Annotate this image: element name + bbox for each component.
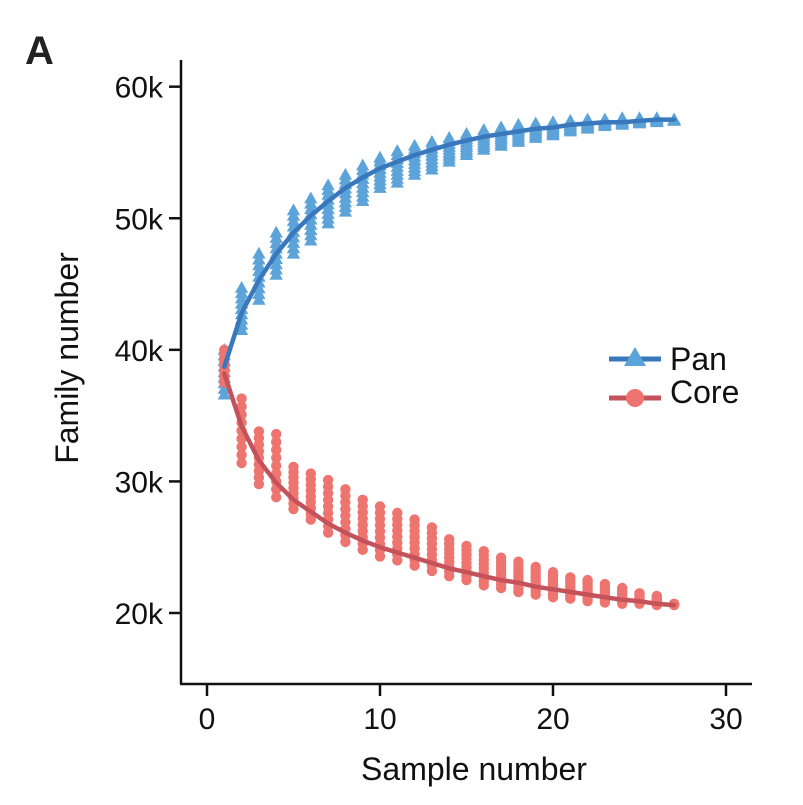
core-point — [547, 567, 559, 578]
core-point — [322, 474, 334, 486]
core-point — [271, 460, 282, 471]
pan-point — [321, 178, 335, 191]
pan-point — [252, 246, 266, 259]
core-point — [582, 574, 593, 586]
pan-fit-line — [222, 117, 677, 370]
core-point — [374, 501, 386, 512]
y-tick-label: 30k — [115, 466, 164, 499]
core-point — [617, 582, 628, 594]
pan-points-group — [217, 111, 681, 400]
pan-point — [390, 144, 404, 157]
core-point — [236, 441, 247, 453]
pan-point — [304, 191, 318, 204]
pan-point — [529, 116, 543, 129]
pan-point — [459, 127, 474, 139]
core-point — [461, 540, 472, 552]
axes: 20k 30k 40k 50k 60k 0 10 20 30 — [115, 60, 752, 736]
legend-pan-triangle-icon — [624, 347, 646, 366]
core-point — [513, 556, 524, 567]
core-point — [271, 436, 282, 448]
y-ticks: 20k 30k 40k 50k 60k — [115, 72, 181, 631]
core-point — [530, 561, 541, 573]
panel-label: A — [25, 29, 54, 73]
x-tick-label: 20 — [536, 703, 569, 736]
core-point — [236, 457, 247, 469]
x-ticks: 0 10 20 30 — [199, 684, 743, 736]
core-point — [253, 426, 265, 437]
legend-pan-label: Pan — [670, 341, 727, 377]
x-tick-label: 10 — [363, 703, 396, 736]
core-point — [271, 444, 282, 456]
core-point — [478, 545, 489, 557]
core-point — [651, 590, 662, 602]
y-axis-title: Family number — [49, 252, 85, 464]
core-point — [634, 588, 645, 599]
x-tick-label: 0 — [199, 703, 216, 736]
core-point — [271, 492, 282, 503]
core-fit-line — [222, 371, 677, 608]
plot-area — [217, 111, 681, 611]
legend-item-core: Core — [609, 374, 739, 410]
core-point — [271, 428, 282, 440]
y-tick-label: 60k — [115, 72, 164, 105]
core-point — [340, 484, 351, 495]
core-point — [271, 452, 282, 463]
legend-core-circle-icon — [626, 389, 644, 407]
y-tick-label: 50k — [115, 203, 164, 236]
core-point — [288, 461, 299, 473]
core-point — [236, 449, 247, 461]
pan-point — [373, 150, 387, 163]
core-point — [357, 494, 368, 506]
core-point — [392, 507, 403, 519]
y-tick-label: 40k — [115, 335, 164, 368]
core-point — [409, 514, 420, 525]
pan-point — [477, 123, 491, 136]
pan-point — [269, 225, 283, 238]
pan-point — [286, 203, 301, 216]
x-tick-label: 30 — [709, 703, 742, 736]
core-point — [305, 468, 316, 479]
y-tick-label: 20k — [115, 598, 164, 631]
pan-point — [546, 115, 560, 128]
core-point — [444, 534, 455, 545]
pan-point — [511, 117, 526, 130]
core-point — [565, 572, 576, 583]
pan-point — [234, 280, 249, 293]
core-point — [236, 401, 247, 412]
pan-point — [338, 167, 353, 180]
core-point — [236, 393, 247, 404]
pan-point — [407, 138, 422, 151]
core-point — [495, 552, 507, 563]
legend: Pan Core — [609, 341, 739, 410]
pan-point — [494, 120, 508, 133]
pan-point — [442, 130, 456, 143]
legend-item-pan: Pan — [609, 341, 727, 377]
legend-core-label: Core — [670, 374, 739, 410]
pan-point — [356, 158, 370, 171]
core-point — [599, 578, 611, 590]
x-axis-title: Sample number — [361, 751, 587, 787]
pan-point — [425, 134, 439, 147]
core-point — [426, 522, 438, 533]
